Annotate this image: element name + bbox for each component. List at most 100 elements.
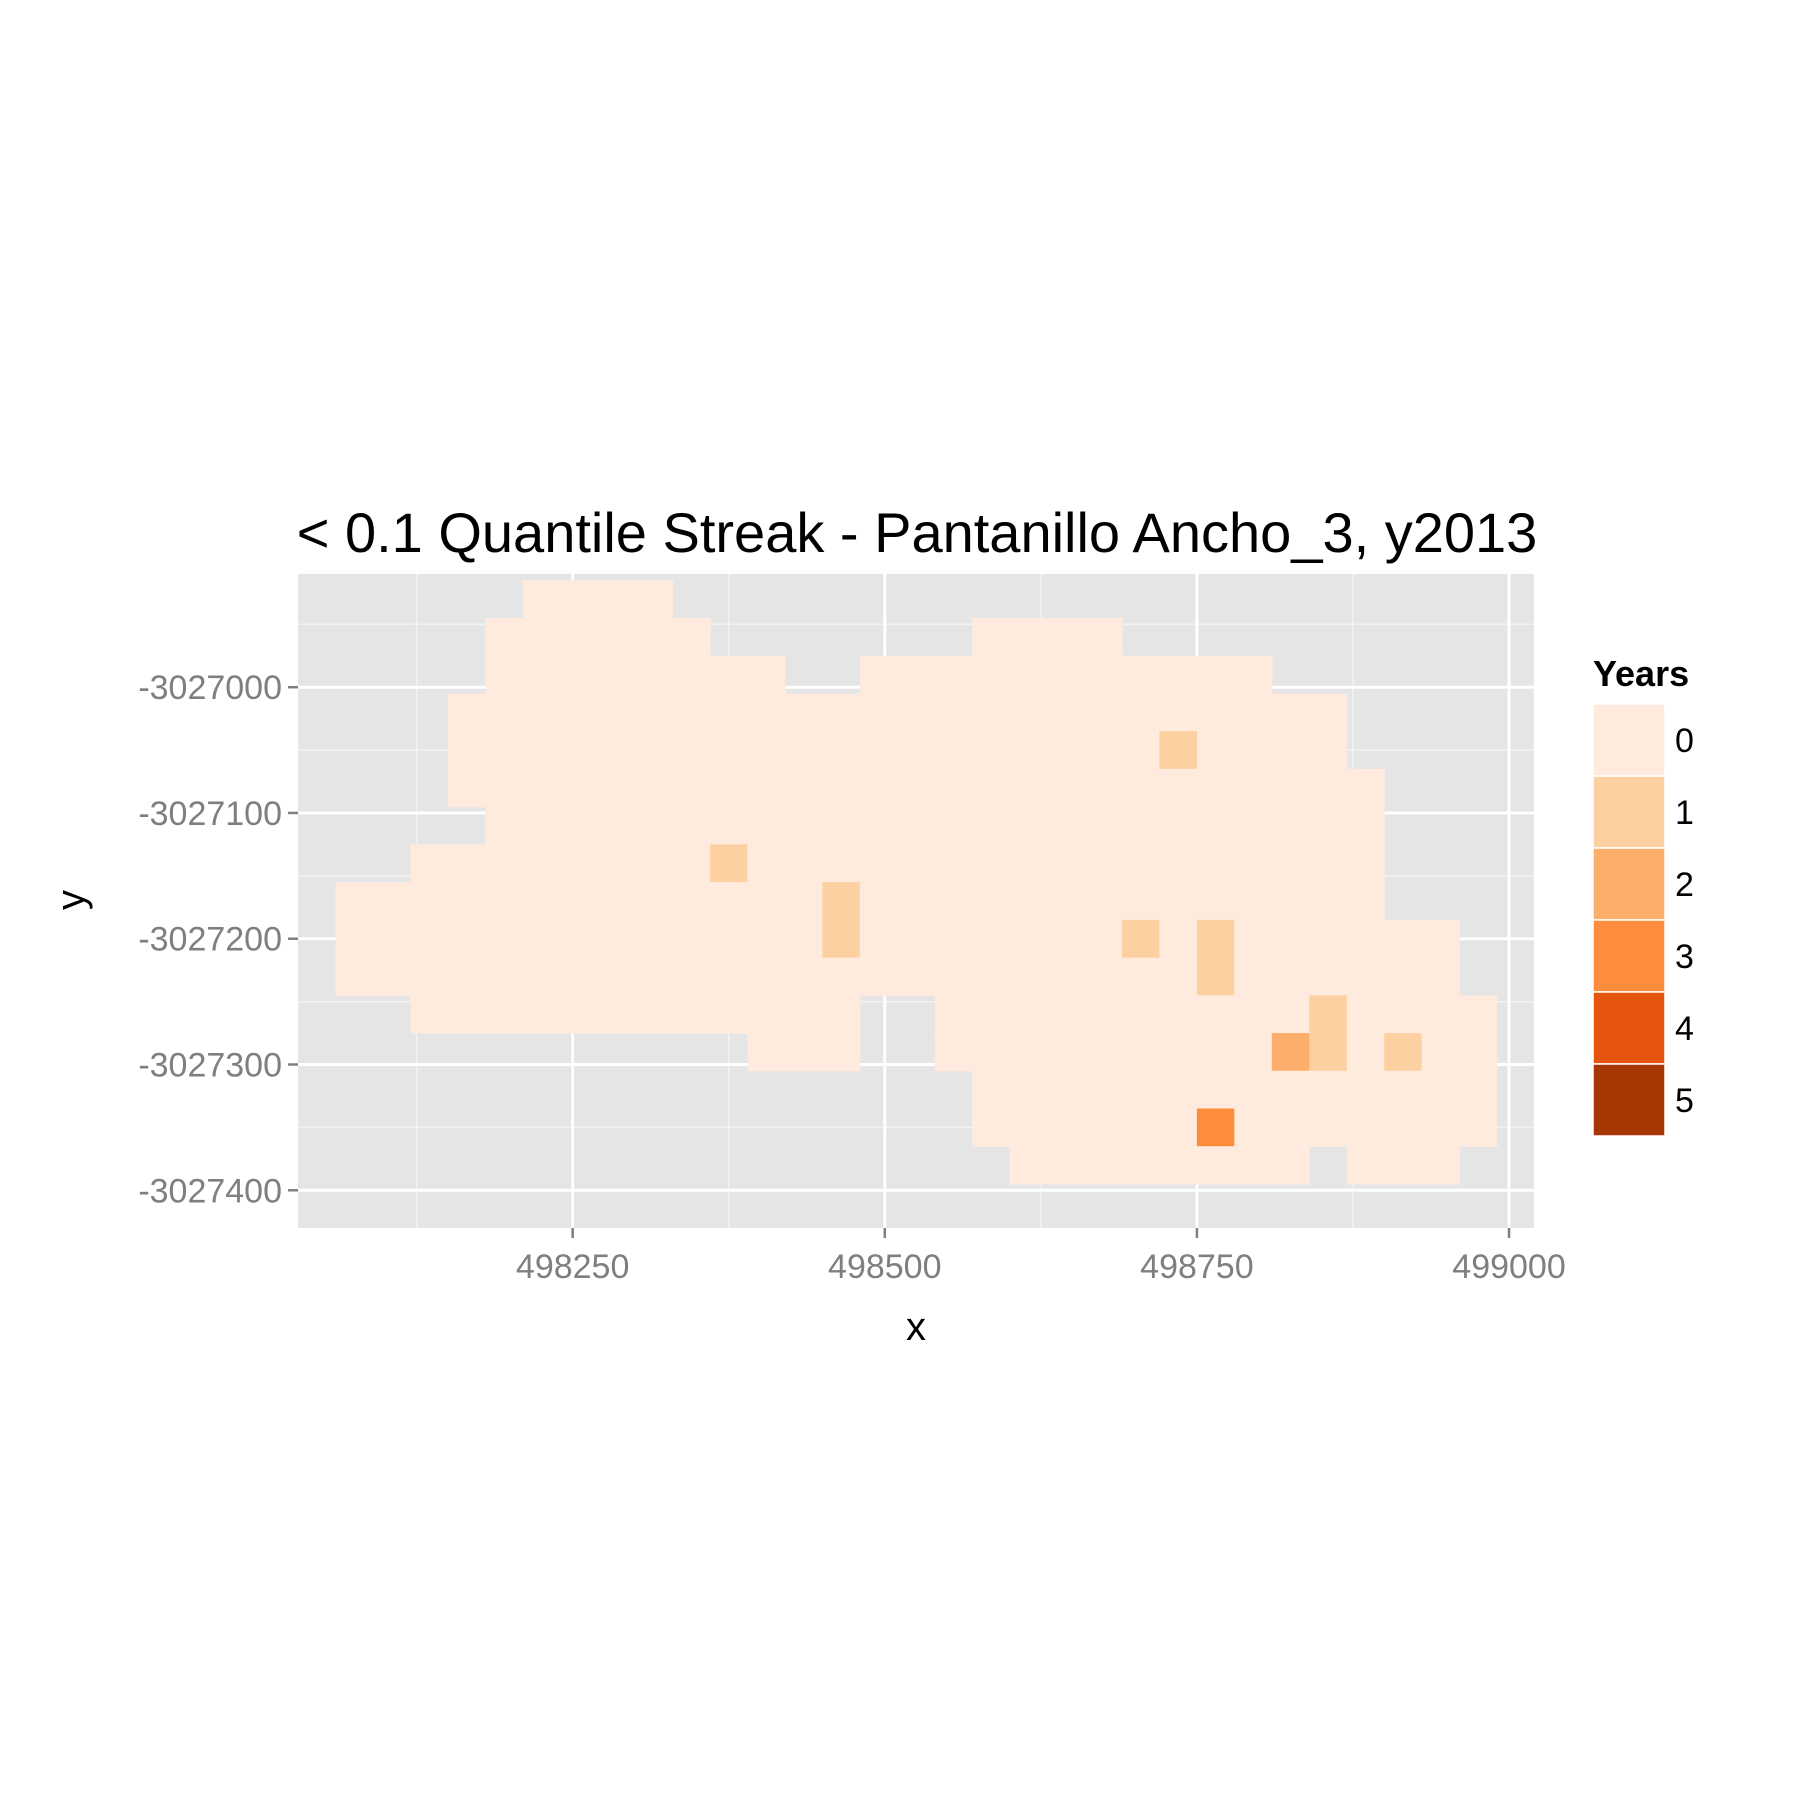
heatmap-tile: [1047, 919, 1086, 959]
heatmap-tile: [1196, 1070, 1235, 1110]
y-axis: -3027000 -3027100 -3027200 -3027300 -3027400: [138, 669, 298, 1210]
heatmap-tile: [635, 693, 674, 732]
heatmap-tile: [1084, 1033, 1123, 1072]
heatmap-tile: [1159, 957, 1198, 996]
heatmap-tile: [1084, 693, 1123, 732]
heatmap-tile: [1159, 1146, 1198, 1185]
heatmap-tile: [560, 806, 599, 846]
heatmap-tile: [934, 919, 973, 959]
heatmap-tile: [1084, 731, 1123, 770]
heatmap-tile: [1384, 1146, 1423, 1185]
heatmap-tile: [597, 731, 636, 770]
heatmap-tile: [897, 655, 936, 695]
y-axis-title: y: [49, 890, 93, 910]
heatmap-tile: [635, 957, 674, 996]
legend-title: Years: [1593, 653, 1689, 694]
heatmap-tile: [1309, 882, 1348, 921]
heatmap-tile: [1309, 844, 1348, 883]
heatmap-tile: [1009, 1146, 1048, 1185]
heatmap-tile: [485, 768, 524, 808]
heatmap-tile: [972, 957, 1011, 996]
heatmap-tile: [784, 995, 823, 1034]
heatmap-tile: [447, 693, 486, 732]
heatmap-tile: [784, 844, 823, 883]
y-tick-label: -3027100: [138, 795, 282, 833]
heatmap-tile: [822, 693, 861, 732]
heatmap-tile: [972, 1033, 1011, 1072]
heatmap-tile: [710, 655, 749, 695]
heatmap-tile: [1122, 1033, 1161, 1072]
heatmap-tile: [1009, 1070, 1048, 1110]
heatmap-tile: [522, 844, 561, 883]
heatmap-tile: [1196, 844, 1235, 883]
heatmap-tile: [897, 882, 936, 921]
heatmap-tile: [859, 731, 898, 770]
heatmap-tile: [485, 693, 524, 732]
heatmap-tile: [1309, 957, 1348, 996]
heatmap-tile: [1196, 655, 1235, 695]
heatmap-tile: [1084, 919, 1123, 959]
heatmap-tile: [822, 995, 861, 1034]
heatmap-tile: [1309, 731, 1348, 770]
heatmap-tile: [447, 995, 486, 1034]
heatmap-tile: [747, 693, 786, 732]
y-tick-label: -3027400: [138, 1172, 282, 1210]
heatmap-tile: [597, 618, 636, 657]
heatmap-tile: [710, 882, 749, 921]
heatmap-tile: [372, 957, 411, 996]
legend-label: 2: [1675, 866, 1694, 904]
heatmap-tile: [1346, 806, 1385, 846]
heatmap-tile: [1271, 1033, 1310, 1072]
heatmap-tile: [560, 919, 599, 959]
heatmap-tile: [560, 655, 599, 695]
heatmap-tile: [1309, 1033, 1348, 1072]
heatmap-tile: [485, 919, 524, 959]
heatmap-tile: [710, 919, 749, 959]
heatmap-tile: [1047, 1070, 1086, 1110]
heatmap-tile: [485, 957, 524, 996]
heatmap-tile: [1009, 618, 1048, 657]
heatmap-tile: [1047, 995, 1086, 1034]
heatmap-tile: [1309, 768, 1348, 808]
heatmap-tile: [784, 731, 823, 770]
heatmap-tile: [1009, 882, 1048, 921]
heatmap-tile: [1271, 1146, 1310, 1185]
heatmap-tile: [597, 655, 636, 695]
heatmap-tile: [710, 731, 749, 770]
heatmap-tile: [1009, 957, 1048, 996]
heatmap-tile: [1234, 768, 1273, 808]
heatmap-tile: [1122, 957, 1161, 996]
heatmap-tile: [1271, 731, 1310, 770]
heatmap-tile: [747, 806, 786, 846]
heatmap-tile: [597, 768, 636, 808]
heatmap-tile: [784, 693, 823, 732]
heatmap-tile: [972, 693, 1011, 732]
heatmap-tile: [1122, 1108, 1161, 1147]
heatmap-tile: [522, 957, 561, 996]
heatmap-tile: [522, 580, 561, 619]
heatmap-tile: [597, 806, 636, 846]
heatmap-tile: [1234, 693, 1273, 732]
y-tick-label: -3027000: [138, 669, 282, 707]
heatmap-tile: [710, 995, 749, 1034]
heatmap-tile: [522, 806, 561, 846]
heatmap-tile: [560, 580, 599, 619]
heatmap-tile: [1159, 995, 1198, 1034]
heatmap-tile: [335, 957, 374, 996]
heatmap-tile: [1084, 1146, 1123, 1185]
legend-label: 3: [1675, 938, 1694, 976]
heatmap-tile: [710, 844, 749, 883]
heatmap-tile: [522, 995, 561, 1034]
heatmap-tile: [1346, 957, 1385, 996]
heatmap-tile: [972, 995, 1011, 1034]
x-tick-label: 499000: [1452, 1248, 1565, 1286]
legend: Years 0 1 2 3 4 5: [1592, 653, 1694, 1137]
heatmap-tile: [934, 731, 973, 770]
heatmap-tile: [1047, 1108, 1086, 1147]
heatmap-tile: [1271, 806, 1310, 846]
heatmap-tile: [1084, 768, 1123, 808]
heatmap-tile: [1421, 1108, 1460, 1147]
heatmap-tile: [747, 919, 786, 959]
heatmap-tile: [1234, 882, 1273, 921]
heatmap-tile: [1196, 1146, 1235, 1185]
